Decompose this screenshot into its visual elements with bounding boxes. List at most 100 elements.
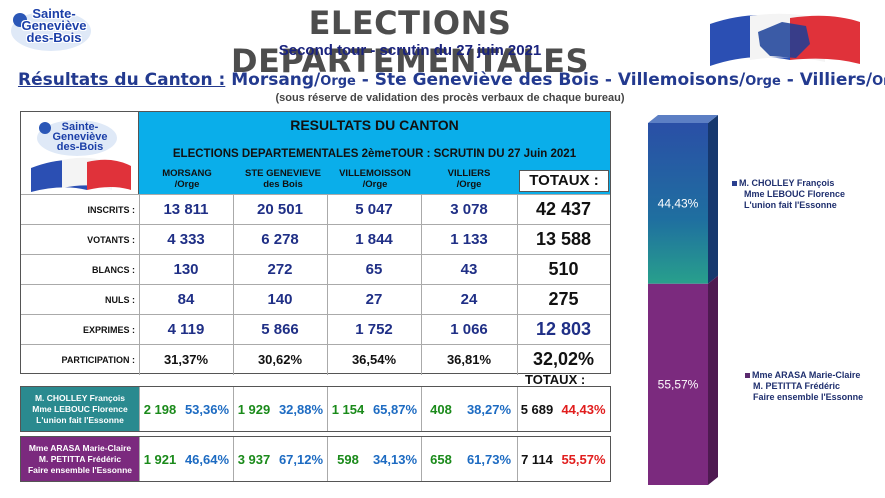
- bar-cap: [648, 115, 718, 123]
- col-header-line2: /Orge: [362, 179, 388, 190]
- results-table: Sainte- Geneviève des-Bois RESULTATS DU …: [20, 111, 611, 375]
- bar-segment-top-side: [708, 115, 718, 284]
- cell-value: 130: [173, 261, 199, 278]
- cell-separator: [139, 437, 140, 481]
- vote-count: 658: [430, 451, 452, 467]
- logo-text-1: Sainte-: [32, 6, 76, 21]
- cell-value: 5 047: [355, 201, 393, 218]
- cell-value: 140: [267, 291, 293, 308]
- legend-line: L'union fait l'Essonne: [744, 200, 837, 210]
- vote-count: 1 154: [331, 401, 365, 417]
- candidates-totaux-label: TOTAUX :: [525, 372, 586, 387]
- table-logo-box: Sainte- Geneviève des-Bois: [21, 112, 139, 194]
- cell-value: 36,81%: [446, 352, 492, 367]
- table-row-inscrits: INSCRITS : 13 811 20 501 5 047 3 078 42 …: [21, 194, 610, 224]
- bar-segment-cholley: [648, 123, 708, 284]
- table-row-exprimes: EXPRIMES : 4 119 5 866 1 752 1 066 12 80…: [21, 314, 610, 344]
- cell-value: 65: [365, 261, 383, 278]
- city-logo-bubble: [11, 11, 91, 51]
- cell-value: 6 278: [261, 231, 299, 248]
- vote-count: 598: [337, 451, 359, 467]
- col-header-line1: MORSANG: [162, 168, 212, 179]
- results-subheading: ELECTIONS DEPARTEMENTALES 2èmeTOUR : SCR…: [172, 148, 577, 160]
- table-logo-text-3: des-Bois: [56, 141, 104, 153]
- logo-text-2: Geneviève: [21, 18, 87, 33]
- candidate-party: Faire ensemble l'Essonne: [27, 464, 133, 475]
- cell-value: 30,62%: [257, 352, 303, 367]
- cell-separator: [517, 437, 518, 481]
- cell-separator: [421, 387, 422, 431]
- row-label: EXPRIMES :: [82, 324, 135, 335]
- results-stacked-bar: 44,43% 55,57%: [648, 115, 718, 485]
- cell-separator: [139, 387, 140, 431]
- legend-square-icon: [745, 373, 750, 379]
- col-header-line2: /Orge: [174, 179, 200, 190]
- total-percent: 44,43%: [561, 401, 606, 417]
- col-header-line2: des Bois: [263, 179, 303, 190]
- bar-segment-arasa: [648, 283, 708, 485]
- vote-percent: 61,73%: [466, 451, 512, 467]
- table-row-nuls: NULS : 84 140 27 24 275: [21, 284, 610, 314]
- row-label: PARTICIPATION :: [61, 354, 136, 365]
- cell-separator: [327, 387, 328, 431]
- canton-morsang: Morsang/: [231, 70, 321, 90]
- cell-value: 1 752: [355, 321, 393, 338]
- france-flag-map-icon: [710, 13, 860, 66]
- cell-separator: [421, 437, 422, 481]
- vote-percent: 53,36%: [184, 401, 230, 417]
- vote-count: 1 929: [237, 401, 271, 417]
- cell-separator: [233, 387, 234, 431]
- vote-count: 1 921: [143, 451, 177, 467]
- legend-item-arasa: Mme ARASA Marie-Claire M. PETITTA Frédér…: [745, 370, 863, 403]
- bar-label-arasa: 55,57%: [658, 377, 699, 391]
- vote-count: 2 198: [143, 401, 177, 417]
- bar-label-cholley: 44,43%: [658, 196, 699, 210]
- candidate-name-line: M. CHOLLEY François: [34, 392, 126, 403]
- row-total: 32,02%: [532, 349, 595, 369]
- cell-value: 13 811: [163, 201, 209, 218]
- legend-square-icon: [732, 181, 737, 187]
- city-logo: Sainte- Geneviève des-Bois: [2, 2, 102, 58]
- cell-value: 4 333: [167, 231, 205, 248]
- row-total: 12 803: [535, 319, 592, 339]
- candidate-name-line: M. PETITTA Frédéric: [38, 453, 122, 464]
- col-header-morsang: MORSANG/Orge: [147, 168, 227, 194]
- legend-line: Mme ARASA Marie-Claire: [752, 370, 861, 380]
- results-header: RESULTATS DU CANTON ELECTIONS DEPARTEMEN…: [139, 112, 610, 194]
- vote-percent: 32,88%: [278, 401, 324, 417]
- row-total: 42 437: [535, 199, 592, 219]
- cell-value: 1 133: [450, 231, 488, 248]
- total-count: 7 114: [521, 451, 553, 467]
- legend-line: M. CHOLLEY François: [739, 178, 835, 188]
- legend-line: M. PETITTA Frédéric: [753, 381, 841, 391]
- table-city-logo: [31, 120, 131, 192]
- bar-segment-bottom-side: [708, 275, 718, 485]
- vote-count: 3 937: [237, 451, 271, 467]
- col-header-line1: VILLIERS: [447, 168, 491, 179]
- cell-value: 4 119: [167, 321, 205, 338]
- candidate-name-line: Mme LEBOUC Florence: [32, 403, 128, 414]
- cell-value: 5 866: [261, 321, 299, 338]
- row-label: BLANCS :: [92, 264, 135, 275]
- table-row-participation: PARTICIPATION : 31,37% 30,62% 36,54% 36,…: [21, 344, 610, 374]
- totaux-header: TOTAUX :: [519, 170, 609, 192]
- logo-text-3: des-Bois: [26, 30, 82, 45]
- candidate-party: L'union fait l'Essonne: [36, 414, 124, 425]
- table-logo-text-1: Sainte-: [61, 121, 99, 133]
- col-header-villiers: VILLIERS/Orge: [423, 168, 515, 194]
- row-label: NULS :: [105, 294, 135, 305]
- col-header-villemoisson: VILLEMOISSON/Orge: [329, 168, 421, 194]
- col-header-line1: VILLEMOISSON: [339, 168, 411, 179]
- col-header-line2: /Orge: [456, 179, 482, 190]
- total-count: 5 689: [520, 401, 554, 417]
- cell-separator: [517, 387, 518, 431]
- candidate-name-cell: M. CHOLLEY François Mme LEBOUC Florence L'…: [21, 387, 139, 431]
- table-row-blancs: BLANCS : 130 272 65 43 510: [21, 254, 610, 284]
- cell-value: 272: [267, 261, 293, 278]
- cell-separator: [327, 437, 328, 481]
- candidate-row-cholley: M. CHOLLEY François Mme LEBOUC Florence L'…: [20, 386, 611, 432]
- canton-villiers: - Villiers/: [780, 70, 873, 90]
- cell-value: 3 078: [450, 201, 488, 218]
- row-total: 510: [548, 259, 579, 279]
- validation-note: (sous réserve de validation des procès v…: [275, 92, 625, 104]
